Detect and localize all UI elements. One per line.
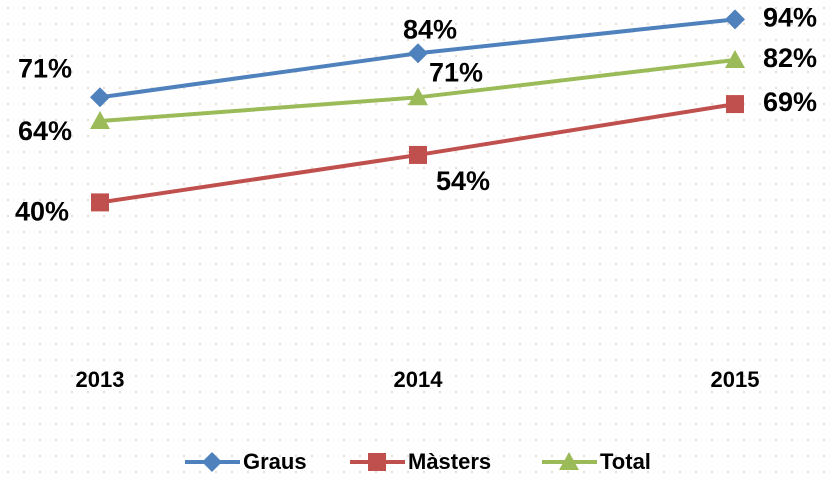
x-tick-label: 2015 xyxy=(711,367,760,392)
legend-label: Total xyxy=(600,449,651,474)
value-label: 94% xyxy=(763,2,817,32)
value-label: 69% xyxy=(763,87,817,117)
data-point xyxy=(726,95,744,114)
data-point xyxy=(90,87,110,108)
value-label: 82% xyxy=(763,43,817,73)
legend-marker xyxy=(559,452,579,470)
value-label: 71% xyxy=(18,53,72,83)
data-point xyxy=(408,43,428,64)
legend-marker xyxy=(368,453,386,471)
data-point xyxy=(725,50,745,69)
value-label: 71% xyxy=(429,57,483,87)
legend-marker xyxy=(202,452,222,472)
data-point xyxy=(90,111,110,130)
data-point xyxy=(409,145,427,164)
legend-label: Màsters xyxy=(408,449,491,474)
legend-label: Graus xyxy=(243,449,307,474)
data-point xyxy=(91,193,109,212)
x-tick-label: 2014 xyxy=(394,367,444,392)
data-point xyxy=(408,87,428,106)
value-label: 40% xyxy=(15,197,69,227)
value-label: 84% xyxy=(403,14,457,44)
value-label: 54% xyxy=(436,166,490,196)
x-tick-label: 2013 xyxy=(76,367,125,392)
data-point xyxy=(725,9,745,30)
value-label: 64% xyxy=(18,116,72,146)
